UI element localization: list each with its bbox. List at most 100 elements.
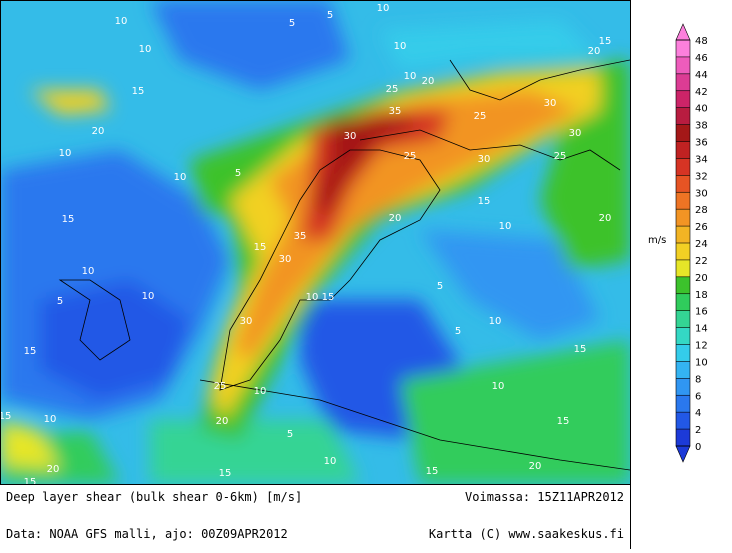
contour-label: 30 — [279, 254, 292, 265]
contour-label: 35 — [294, 231, 307, 242]
colorbar-tick-label: 10 — [695, 357, 708, 368]
contour-label: 10 — [44, 414, 57, 425]
contour-label: 10 — [377, 3, 390, 14]
colorbar-tick-label: 24 — [695, 239, 708, 250]
colorbar-tick-label: 28 — [695, 205, 708, 216]
colorbar-segment — [676, 192, 690, 210]
contour-label: 5 — [287, 429, 293, 440]
contour-label: 10 — [142, 291, 155, 302]
field-patches — [1, 1, 630, 484]
contour-label: 5 — [437, 281, 443, 292]
colorbar-segment — [676, 429, 690, 446]
colorbar-tick-label: 34 — [695, 154, 708, 165]
caption: Deep layer shear (bulk shear 0-6km) [m/s… — [6, 490, 302, 504]
colorbar-tick-label: 18 — [695, 290, 708, 301]
colorbar-tick-label: 14 — [695, 324, 708, 335]
contour-label: 25 — [386, 84, 399, 95]
contour-label: 10 — [82, 266, 95, 277]
contour-label: 15 — [557, 416, 570, 427]
contour-label: 30 — [240, 316, 253, 327]
contour-label: 10 — [254, 386, 267, 397]
colorbar-tick-label: 40 — [695, 104, 708, 115]
colorbar-low-arrow — [675, 445, 691, 463]
colorbar-segment — [676, 378, 690, 396]
colorbar-segment — [676, 259, 690, 277]
contour-label: 10 — [394, 41, 407, 52]
colorbar-tick-label: 30 — [695, 188, 708, 199]
coastlines — [58, 59, 630, 471]
colorbar-tick-label: 22 — [695, 256, 708, 267]
colorbar-segment — [676, 40, 690, 57]
contour-label: 15 — [132, 86, 145, 97]
colorbar-tick-label: 12 — [695, 341, 708, 352]
contour-label: 15 — [24, 346, 37, 357]
contour-label: 20 — [92, 126, 105, 137]
credit: Kartta (C) www.saakeskus.fi — [429, 527, 624, 541]
colorbar-tick-label: 6 — [695, 391, 701, 402]
contour-label: 10 — [492, 381, 505, 392]
contour-label: 10 — [59, 148, 72, 159]
colorbar-tick-label: 2 — [695, 425, 701, 436]
colorbar-segment — [676, 327, 690, 345]
contour-label: 15 — [599, 36, 612, 47]
contour-label: 10 — [489, 316, 502, 327]
contour-label: 10 — [139, 44, 152, 55]
colorbar-tick-label: 0 — [695, 442, 701, 453]
colorbar-segment — [676, 141, 690, 159]
contour-label: 10 — [404, 71, 417, 82]
data-source: Data: NOAA GFS malli, ajo: 00Z09APR2012 — [6, 527, 288, 541]
colorbar-segment — [676, 293, 690, 311]
contour-label: 15 — [426, 466, 439, 477]
colorbar-tick-label: 20 — [695, 273, 708, 284]
contour-label: 30 — [569, 128, 582, 139]
contour-label: 25 — [404, 151, 417, 162]
contour-label: 5 — [57, 296, 63, 307]
colorbar-segment — [676, 56, 690, 74]
contour-label: 15 — [62, 214, 75, 225]
contour-label: 20 — [422, 76, 435, 87]
contour-label: 25 — [554, 151, 567, 162]
colorbar-unit: m/s — [648, 235, 666, 246]
contour-label: 15 — [24, 477, 37, 488]
colorbar-tick-label: 44 — [695, 70, 708, 81]
contour-label: 15 — [219, 468, 232, 479]
colorbar-tick-label: 32 — [695, 171, 708, 182]
contour-label: 15 — [0, 411, 11, 422]
colorbar-tick-label: 8 — [695, 374, 701, 385]
contour-label: 15 — [254, 242, 267, 253]
contour-label: 5 — [455, 326, 461, 337]
colorbar-high-arrow — [675, 23, 691, 41]
colorbar-tick-label: 26 — [695, 222, 708, 233]
contour-label: 5 — [235, 168, 241, 179]
contour-label: 10 — [306, 292, 319, 303]
colorbar-segment — [676, 361, 690, 379]
contour-label: 15 — [322, 292, 335, 303]
colorbar-segment — [676, 73, 690, 91]
contour-label: 15 — [478, 196, 491, 207]
contour-label: 20 — [47, 464, 60, 475]
colorbar-tick-label: 4 — [695, 408, 701, 419]
colorbar-segment — [676, 310, 690, 328]
contour-label: 10 — [115, 16, 128, 27]
colorbar-segment — [676, 175, 690, 193]
colorbar-segment — [676, 243, 690, 260]
colorbar-segment — [676, 276, 690, 294]
colorbar-tick-label: 48 — [695, 36, 708, 47]
contour-label: 30 — [544, 98, 557, 109]
colorbar: 0246810121416182022242628303234363840424… — [675, 23, 708, 463]
colorbar-segment — [676, 344, 690, 362]
colorbar-tick-label: 38 — [695, 121, 708, 132]
colorbar-segment — [676, 412, 690, 430]
contour-label: 30 — [478, 154, 491, 165]
colorbar-segment — [676, 107, 690, 125]
colorbar-tick-label: 36 — [695, 138, 708, 149]
contour-label: 20 — [529, 461, 542, 472]
colorbar-tick-label: 42 — [695, 87, 708, 98]
contour-label: 5 — [289, 18, 295, 29]
contour-label: 30 — [344, 131, 357, 142]
contour-label: 20 — [216, 416, 229, 427]
colorbar-segment — [676, 209, 690, 227]
contour-label: 20 — [599, 213, 612, 224]
contour-label: 15 — [574, 344, 587, 355]
